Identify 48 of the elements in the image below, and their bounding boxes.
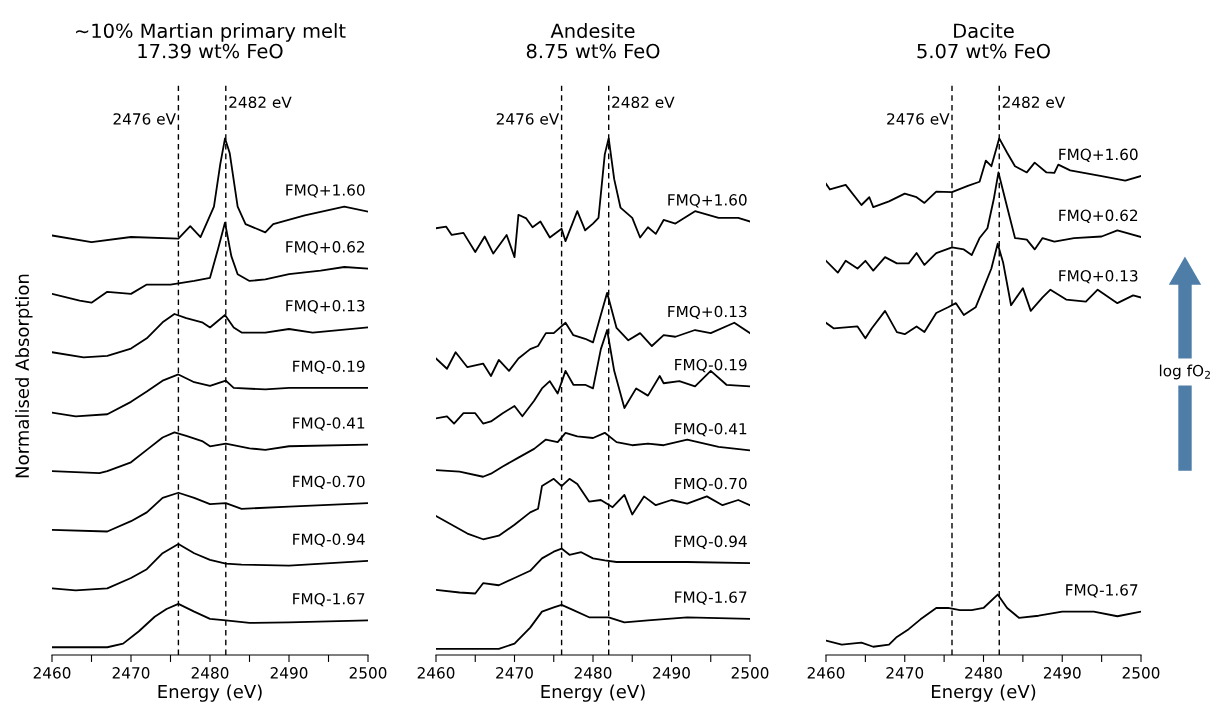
series-label: FMQ+1.60	[1059, 148, 1138, 162]
series-label: FMQ-0.70	[675, 477, 747, 492]
x-tick-label: 2470	[112, 667, 150, 679]
series-label: FMQ-1.67	[1066, 584, 1138, 598]
ref-line-label: 2476 eV	[113, 113, 176, 125]
series-label: FMQ-1.67	[293, 592, 365, 607]
x-tick-label: 2480	[574, 667, 612, 679]
series-label: FMQ+0.13	[286, 300, 365, 314]
x-tick-label: 2500	[731, 667, 769, 679]
x-tick-label: 2490	[270, 667, 308, 679]
series-label: FMQ+0.13	[1059, 270, 1138, 284]
series-label: FMQ-0.41	[675, 422, 747, 437]
chart-title: Andesite 8.75 wt% FeO	[526, 23, 660, 59]
x-tick-label: 2490	[1043, 667, 1081, 679]
x-tick-label: 2500	[1122, 667, 1160, 679]
chart-title: Dacite 5.07 wt% FeO	[917, 23, 1050, 59]
series-label: FMQ-0.41	[293, 417, 365, 431]
series-label: FMQ+0.62	[1059, 209, 1138, 223]
x-tick-label: 2470	[886, 667, 924, 679]
ref-line-label: 2482 eV	[612, 96, 675, 108]
ref-line-label: 2476 eV	[887, 113, 950, 125]
x-tick-label: 2460	[417, 667, 455, 679]
x-tick-label: 2460	[33, 667, 71, 679]
series-label: FMQ-0.94	[675, 535, 747, 549]
series-label: FMQ-0.19	[675, 358, 747, 373]
series-label: FMQ+0.62	[286, 241, 365, 255]
ref-line-label: 2482 eV	[229, 96, 292, 108]
text: log fO$_{2}$	[1159, 364, 1210, 380]
series-label: FMQ+1.60	[668, 194, 747, 208]
x-tick-label: 2460	[807, 667, 845, 679]
x-tick-label: 2500	[349, 667, 387, 679]
x-axis-title: Energy (eV)	[158, 684, 262, 702]
x-tick-label: 2490	[653, 667, 690, 679]
x-tick-label: 2480	[965, 667, 1002, 679]
series-label: FMQ-0.19	[293, 360, 365, 374]
x-tick-label: 2480	[191, 667, 229, 679]
x-axis-title: Energy (eV)	[541, 684, 645, 702]
y-axis-title: Normalised Absorption	[15, 274, 33, 478]
series-label: FMQ-0.94	[293, 533, 365, 547]
ref-line-label: 2482 eV	[1002, 96, 1066, 108]
series-label: FMQ+0.13	[668, 305, 747, 319]
series-label: FMQ+1.60	[286, 184, 365, 198]
series-label: FMQ-0.70	[293, 475, 365, 489]
series-label: FMQ-1.67	[675, 591, 747, 605]
chart-title: ~10% Martian primary melt 17.39 wt% FeO	[76, 23, 346, 59]
ref-line-label: 2476 eV	[496, 113, 560, 125]
x-tick-label: 2470	[496, 667, 533, 679]
x-axis-title: Energy (eV)	[932, 684, 1036, 702]
